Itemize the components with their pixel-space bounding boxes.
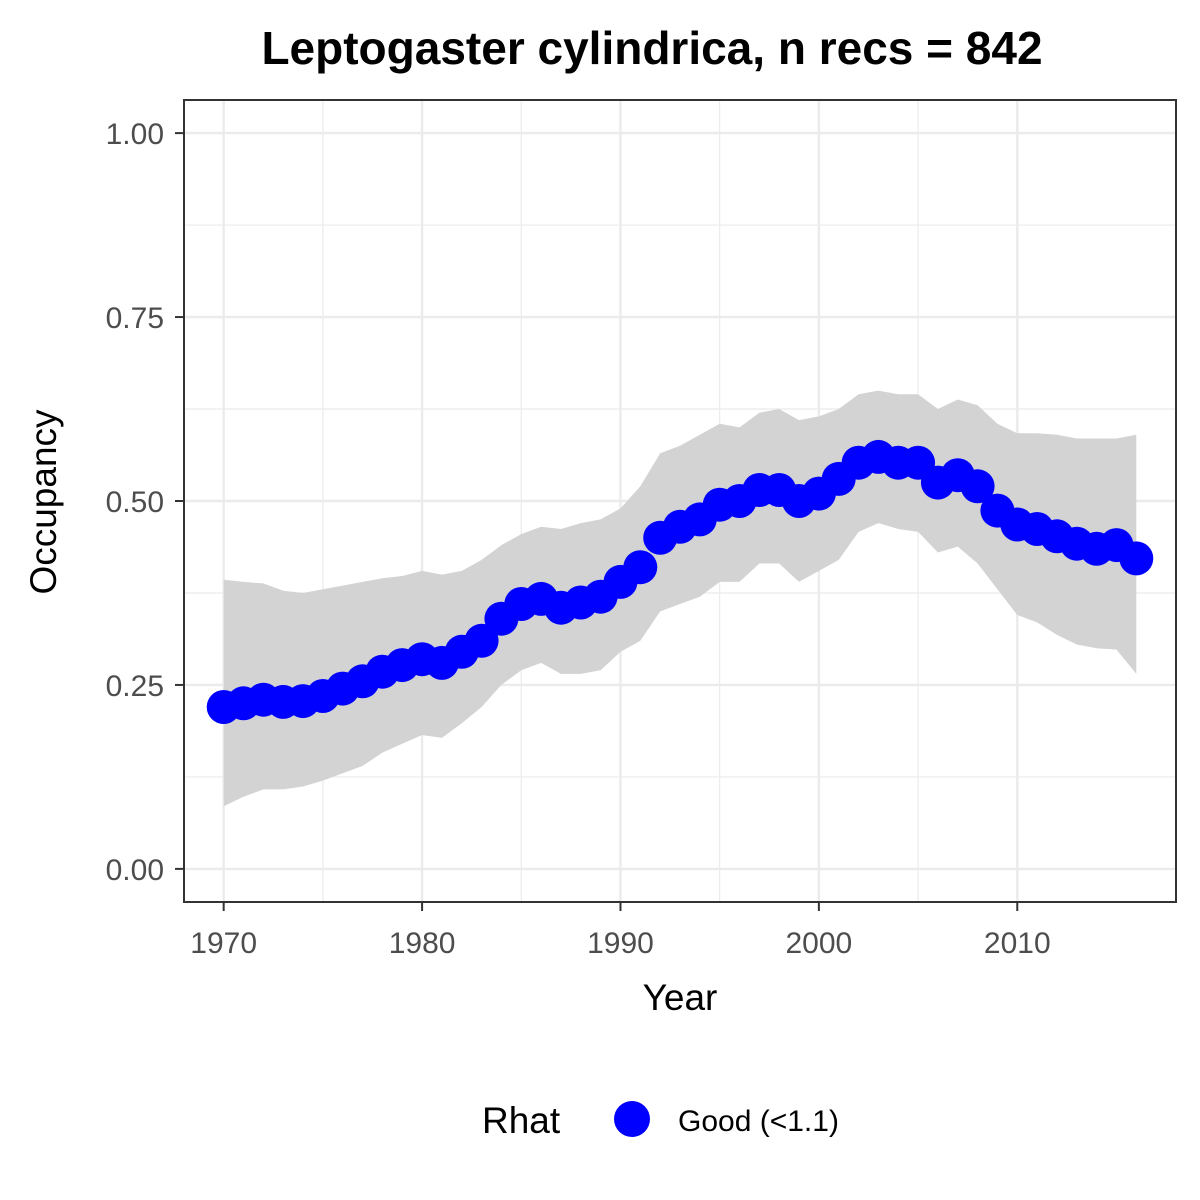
x-axis-title: Year (643, 977, 718, 1018)
y-axis-title: Occupancy (23, 409, 64, 595)
x-tick-label: 2000 (786, 927, 853, 960)
legend-key-good (614, 1101, 650, 1137)
x-tick-label: 2010 (984, 927, 1051, 960)
y-axis: 0.00 0.25 0.50 0.75 1.00 (106, 118, 184, 887)
x-tick-label: 1970 (190, 927, 257, 960)
data-point (623, 550, 658, 585)
x-tick-label: 1980 (389, 927, 456, 960)
data-point (464, 623, 499, 658)
y-tick-label: 0.75 (106, 302, 164, 335)
y-tick-label: 0.25 (106, 670, 164, 703)
x-axis: 1970 1980 1990 2000 2010 (190, 902, 1051, 960)
grid-major (184, 100, 1176, 902)
occupancy-points (206, 439, 1154, 724)
legend-title: Rhat (482, 1100, 561, 1141)
data-point (960, 469, 995, 504)
legend-label-good: Good (<1.1) (678, 1105, 839, 1138)
y-tick-label: 1.00 (106, 118, 164, 151)
y-tick-label: 0.50 (106, 486, 164, 519)
legend: Rhat Good (<1.1) (482, 1100, 839, 1141)
confidence-ribbon (223, 390, 1137, 807)
x-tick-label: 1990 (587, 927, 654, 960)
data-point (1119, 541, 1154, 576)
y-tick-label: 0.00 (106, 854, 164, 887)
chart-title: Leptogaster cylindrica, n recs = 842 (261, 22, 1042, 74)
